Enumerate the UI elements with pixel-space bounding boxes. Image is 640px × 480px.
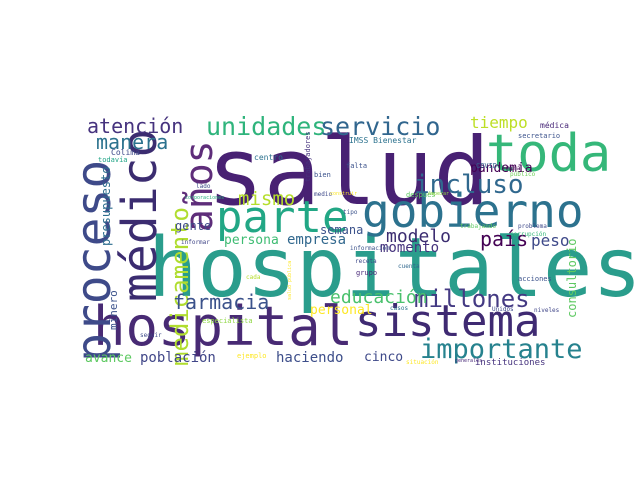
word-corrupcion: corrupción [510, 231, 547, 238]
word-empezar: empezar [428, 191, 450, 197]
word-gente: gente [175, 219, 212, 233]
word-hospitales: hospitales [148, 221, 640, 316]
word-tipo: tipo [343, 209, 358, 216]
word-situacion: situación [406, 359, 439, 366]
word-personal: personal [310, 303, 373, 318]
word-consultorio: consultorio [565, 238, 579, 318]
word-manera: manera [96, 130, 169, 154]
word-minero: minero [107, 290, 120, 330]
word-unidades: unidades [206, 112, 327, 141]
word-acciones: acciones [518, 275, 552, 283]
word-pais: país [480, 227, 529, 251]
word-persona: persona [224, 233, 279, 248]
word-trabajando: trabajando [460, 223, 497, 230]
word-secretario: secretario [518, 132, 561, 140]
word-semana: semana [320, 223, 364, 237]
word-instituciones: instituciones [475, 358, 546, 368]
word-mina: mina [506, 165, 521, 172]
word-construir: construir [330, 191, 358, 197]
word-sistema: sistema [355, 296, 541, 347]
word-generales: generales [455, 358, 483, 364]
word-publico: público [510, 171, 536, 178]
word-especialista: especialista [202, 317, 253, 325]
word-momento: momento [380, 240, 440, 256]
word-informar: informar [181, 239, 210, 246]
word-modelo: modelo [386, 226, 452, 247]
word-presupuesto: presupuesto [99, 166, 113, 246]
word-despues: después [406, 191, 436, 199]
word-grupo: grupo [356, 269, 378, 277]
word-incluso: incluso [414, 170, 524, 200]
word-parte: parte [216, 192, 349, 243]
word-cuenta: cuenta [398, 263, 420, 270]
word-medica: médica [540, 121, 569, 130]
word-centro: centro [254, 153, 283, 162]
word-corporaciones: corporaciones [185, 195, 225, 201]
word-niveles: niveles [534, 307, 560, 314]
word-educacion: educación [330, 287, 428, 308]
word-covid: COVID [476, 162, 498, 170]
word-seguir: seguir [140, 332, 162, 339]
word-cada: cada [246, 274, 261, 281]
word-farmacia: farmacia [173, 290, 270, 314]
word-millones: millones [414, 285, 530, 313]
word-cinco: cinco [364, 350, 404, 365]
word-atencion: atención [87, 114, 184, 138]
word-empresa: empresa [287, 232, 347, 248]
word-mismo: mismo [238, 188, 296, 210]
word-toda: toda [486, 124, 612, 184]
word-receta: receta [355, 258, 377, 265]
word-importante: importante [420, 334, 583, 365]
word-ejemplo: ejemplo [237, 352, 267, 360]
word-peso: peso [531, 231, 570, 250]
word-imss-bienestar: IMSS Bienestar [349, 136, 417, 145]
word-servicio: servicio [320, 112, 441, 141]
word-falta: falta [346, 162, 368, 170]
word-bien: bien [314, 171, 331, 179]
word-trabajadores: trabajadores [304, 131, 312, 182]
word-haciendo: haciendo [276, 350, 344, 366]
word-colima: Colima [111, 148, 140, 157]
word-gobierno: gobierno [362, 184, 584, 238]
word-lado: lado [196, 183, 211, 190]
word-avance: avance [85, 351, 132, 366]
word-salud-publica: salud pública [287, 260, 293, 300]
word-medio: medio [314, 191, 333, 198]
word-todavia: todavía [98, 156, 128, 164]
word-poblacion: población [140, 350, 216, 366]
word-casos: casos [390, 305, 409, 312]
word-salud: salud [207, 118, 490, 227]
word-problema: problema [518, 223, 547, 230]
word-informacion: información [350, 245, 390, 252]
word-pandemia: pandemia [470, 161, 533, 176]
word-tiempo: tiempo [470, 113, 528, 132]
word-unidos: Unidos [492, 306, 514, 313]
word-hospital: hospital [93, 295, 354, 358]
